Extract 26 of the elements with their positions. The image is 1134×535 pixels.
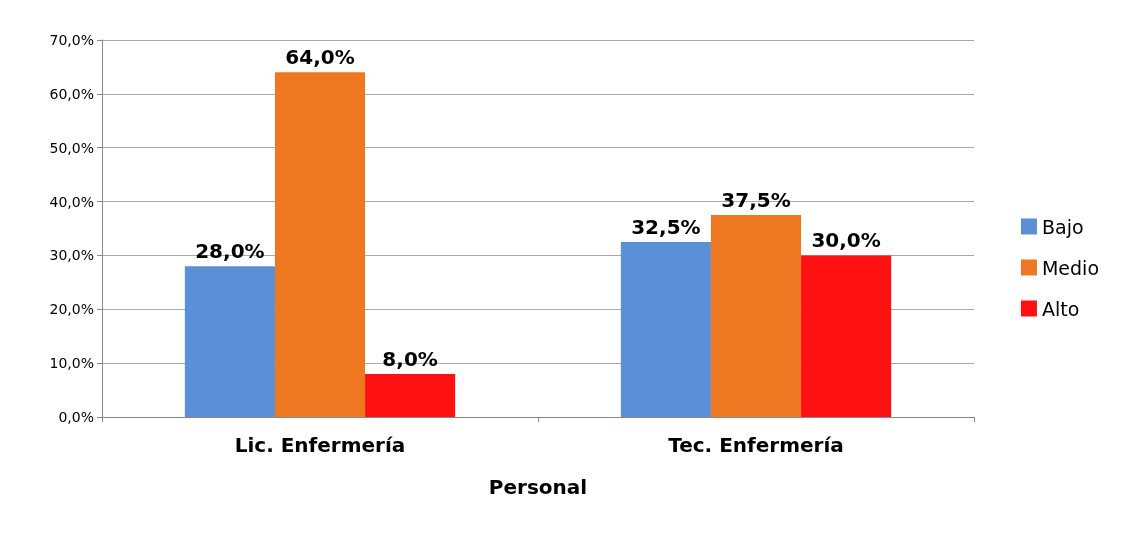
legend-label: Bajo [1041,215,1084,238]
data-label: 8,0% [382,346,438,371]
bar [365,373,456,417]
y-tick-label: 30,0% [49,247,94,264]
y-tick-label: 50,0% [49,139,94,156]
y-tick-label: 70,0% [49,32,94,48]
bar [184,266,275,417]
x-axis-title: Personal [488,475,588,499]
x-tick-label: Tec. Enfermería [668,433,844,457]
bar [801,255,892,417]
data-label: 37,5% [721,188,791,213]
data-label: 64,0% [285,45,355,70]
bar [710,215,802,417]
legend-label: Medio [1041,256,1099,279]
bar [620,241,711,417]
data-label: 30,0% [811,228,881,253]
legend-label: Alto [1041,297,1080,320]
y-tick-label: 0,0% [58,409,94,425]
x-tick-label: Lic. Enfermería [234,433,406,457]
data-label: 32,5% [631,214,701,239]
bar [274,72,366,417]
y-tick-label: 20,0% [49,301,94,318]
data-label: 28,0% [195,239,265,264]
y-tick-label: 40,0% [49,193,94,210]
y-tick-label: 10,0% [49,355,94,372]
y-tick-label: 60,0% [49,85,94,102]
